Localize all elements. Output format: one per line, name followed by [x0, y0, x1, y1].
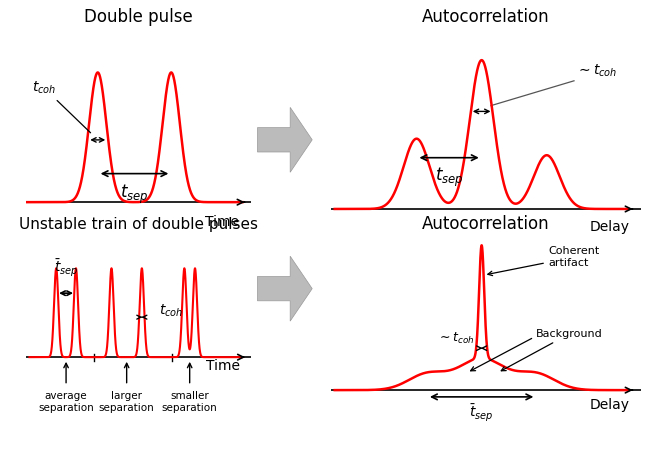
- Text: $\mathsf{\sim}t_{coh}$: $\mathsf{\sim}t_{coh}$: [576, 63, 617, 79]
- Text: smaller
separation: smaller separation: [162, 391, 217, 413]
- Text: Coherent
artifact: Coherent artifact: [488, 246, 600, 276]
- Polygon shape: [258, 107, 312, 172]
- Text: $t_{sep}$: $t_{sep}$: [120, 183, 149, 206]
- Polygon shape: [258, 256, 312, 321]
- Title: Autocorrelation: Autocorrelation: [422, 215, 550, 233]
- Text: Background: Background: [501, 329, 603, 371]
- Text: $\mathsf{\sim}t_{coh}$: $\mathsf{\sim}t_{coh}$: [437, 331, 474, 346]
- Title: Double pulse: Double pulse: [85, 8, 193, 26]
- Text: $t_{coh}$: $t_{coh}$: [159, 303, 183, 319]
- Text: larger
separation: larger separation: [98, 391, 155, 413]
- Text: $t_{sep}$: $t_{sep}$: [435, 166, 463, 189]
- Text: Time: Time: [206, 359, 240, 373]
- Text: average
separation: average separation: [38, 391, 94, 413]
- Text: Time: Time: [205, 215, 239, 229]
- Title: Autocorrelation: Autocorrelation: [422, 8, 550, 26]
- Text: $\bar{t}_{sep}$: $\bar{t}_{sep}$: [469, 402, 494, 423]
- Title: Unstable train of double pulses: Unstable train of double pulses: [19, 217, 258, 232]
- Text: $t_{coh}$: $t_{coh}$: [32, 79, 91, 133]
- Text: Delay: Delay: [590, 398, 629, 412]
- Text: Delay: Delay: [590, 220, 629, 234]
- Text: $\bar{t}_{sep}$: $\bar{t}_{sep}$: [54, 258, 78, 279]
